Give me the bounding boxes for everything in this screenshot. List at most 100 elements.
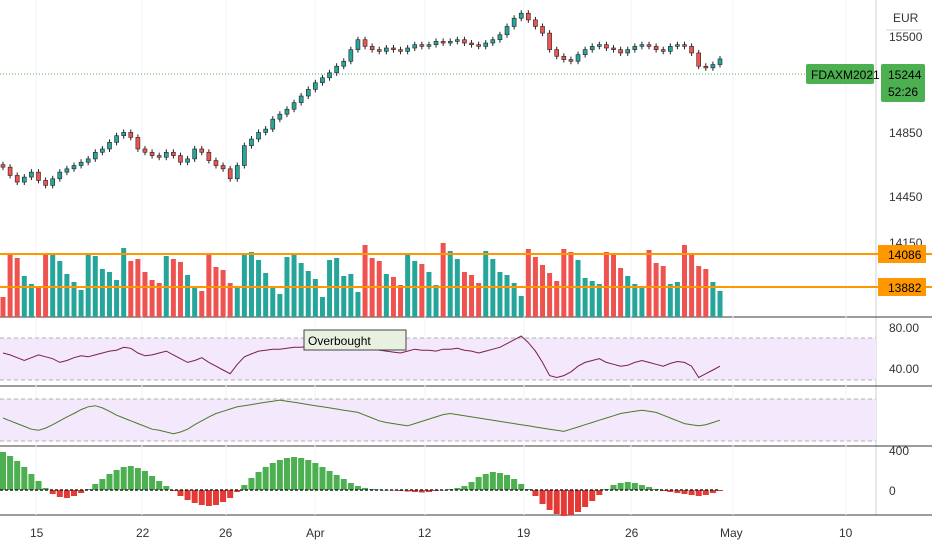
volume-bar	[667, 284, 673, 317]
candle-body	[327, 72, 332, 79]
candle-body	[533, 19, 538, 27]
volume-bar	[142, 272, 148, 317]
volume-bar	[525, 249, 531, 317]
histogram-bar	[205, 490, 212, 506]
candle-body	[518, 12, 524, 19]
candle-body	[419, 44, 425, 47]
volume-bar	[128, 261, 134, 317]
volume-bar	[99, 269, 105, 317]
candle-body	[447, 41, 453, 44]
volume-bar	[483, 251, 489, 317]
time-tick-label: 26	[219, 526, 233, 540]
volume-bar	[547, 273, 553, 317]
volume-bar	[327, 260, 333, 317]
volume-bar	[383, 274, 389, 317]
volume-bar	[220, 270, 226, 317]
candle-body	[689, 46, 694, 54]
overbought-annotation-label: Overbought	[308, 334, 371, 348]
time-tick-label: 26	[625, 526, 639, 540]
histogram-bar	[418, 490, 425, 493]
candle-body	[646, 44, 652, 47]
histogram-bar	[312, 463, 319, 490]
volume-bar	[561, 249, 567, 317]
histogram-bar	[291, 457, 298, 490]
histogram-bar	[560, 490, 567, 516]
histogram-bar	[127, 466, 134, 490]
candle-body	[185, 158, 190, 163]
overbought-annotation-box[interactable]	[303, 329, 407, 351]
candle-body	[568, 59, 574, 62]
candle-body	[234, 165, 240, 180]
histogram-bar	[0, 452, 6, 490]
candle-body	[192, 148, 197, 160]
volume-bar	[426, 272, 432, 317]
histogram-bar	[461, 486, 468, 490]
candle-body	[242, 145, 247, 166]
candle-body	[660, 49, 666, 52]
histogram-bar	[617, 483, 624, 490]
candle-body	[270, 118, 276, 130]
histogram-bar	[354, 486, 361, 490]
candle-body	[618, 49, 623, 54]
last-price-badge	[881, 64, 925, 102]
histogram-bar	[184, 490, 191, 500]
volume-bar	[575, 260, 581, 317]
histogram-bar	[134, 468, 141, 490]
volume-bar	[710, 282, 716, 317]
histogram-bar	[85, 489, 92, 490]
histogram-bar	[49, 490, 56, 494]
histogram-bar	[92, 484, 99, 490]
candle-body	[206, 151, 212, 161]
histogram-bar	[333, 475, 340, 490]
candle-body	[682, 44, 687, 47]
price-panel: EUR 15500 14850 14450 14150 FDAXM2021 15…	[0, 10, 925, 250]
histogram-bar	[305, 460, 312, 490]
histogram-bar	[234, 490, 241, 492]
histogram-bar	[646, 487, 653, 490]
price-tick-label: 15500	[889, 30, 923, 44]
volume-panel: 14086 13882	[0, 243, 932, 317]
volume-bar	[50, 253, 56, 317]
volume-bar	[256, 260, 262, 317]
histogram-bar	[695, 490, 702, 496]
volume-bar	[625, 276, 631, 317]
rsi-panel: 80.00 40.00 Overbought	[0, 321, 919, 381]
candle-body	[171, 151, 176, 156]
histogram-bar	[269, 463, 276, 490]
volume-bar	[85, 253, 91, 317]
histogram-bar	[596, 490, 603, 495]
volume-bar	[696, 266, 702, 317]
candle-body	[334, 65, 339, 74]
time-axis[interactable]: 15 22 26 Apr 12 19 26 May 10	[30, 526, 853, 540]
volume-bar	[156, 283, 162, 317]
candle-body	[57, 171, 63, 180]
candle-body	[717, 58, 723, 65]
volume-bar	[398, 285, 404, 317]
candle-body	[362, 39, 368, 47]
symbol-badge[interactable]	[806, 64, 874, 84]
candle-body	[554, 49, 560, 57]
candle-body	[604, 44, 609, 49]
volume-bar	[476, 283, 482, 317]
candle-body	[156, 155, 162, 158]
volume-bar	[689, 253, 695, 317]
histogram-bars-group	[0, 452, 723, 516]
histogram-bar	[575, 490, 582, 512]
candle-body	[50, 178, 55, 186]
candle-body	[64, 168, 70, 173]
histogram-bar	[525, 489, 532, 490]
time-tick-label: 10	[839, 526, 853, 540]
candle-body	[632, 46, 638, 50]
volume-bar	[674, 282, 680, 317]
volume-bar	[78, 290, 84, 317]
currency-label: EUR	[893, 11, 919, 25]
candle-body	[589, 46, 595, 50]
histogram-bar	[362, 488, 369, 490]
candle-body	[227, 168, 233, 180]
histogram-bar	[35, 481, 42, 490]
volume-bar	[121, 248, 127, 317]
candle-body	[71, 165, 77, 170]
candle-body	[398, 49, 403, 52]
volume-bar	[0, 297, 6, 317]
